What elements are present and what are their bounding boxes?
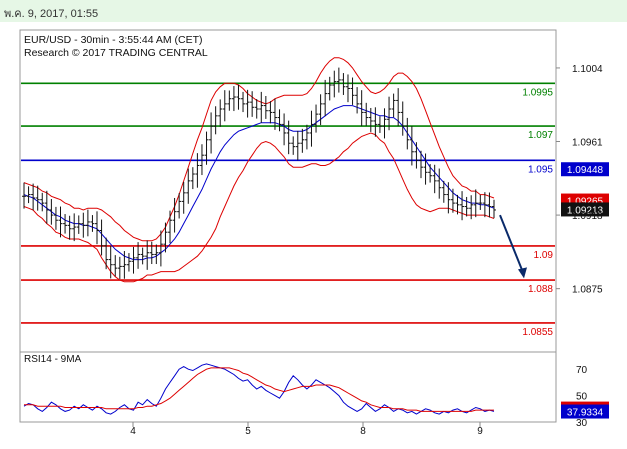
rsi-panel xyxy=(19,351,557,423)
rsi-tick-label: 50 xyxy=(576,392,588,403)
chart-subtitle: Research © 2017 TRADING CENTRAL xyxy=(24,47,208,59)
level-label: 1.097 xyxy=(528,130,553,141)
date-bar: พ.ค. 9, 2017, 01:55 xyxy=(0,0,627,22)
rsi-tick-label: 70 xyxy=(576,365,588,376)
upper-band xyxy=(23,57,495,242)
lower-band xyxy=(23,132,495,283)
moving-average xyxy=(23,105,495,261)
y-tick-label: 1.0961 xyxy=(572,138,603,149)
x-tick-label: 5 xyxy=(245,426,251,437)
level-label: 1.095 xyxy=(528,164,553,175)
price-tag xyxy=(561,202,609,217)
price-tag-label: 1.09213 xyxy=(567,205,604,216)
level-label: 1.09 xyxy=(534,250,554,261)
price-chart: 1.0995 1.097 1.095 1.09 1.088 1.0855 1.09448 1… xyxy=(19,29,609,437)
rsi-line xyxy=(23,363,495,415)
level-label: 1.0995 xyxy=(522,87,553,98)
rsi-tag xyxy=(561,404,609,419)
price-tag-label: 1.09265 xyxy=(567,197,604,208)
rsi-tag-label: 37.9334 xyxy=(567,408,604,419)
level-label: 1.088 xyxy=(528,284,553,295)
target-arrow-line xyxy=(499,214,524,273)
y-tick-label: 1.0918 xyxy=(572,211,603,222)
y-tick-label: 1.1004 xyxy=(572,64,603,75)
x-tick-label: 4 xyxy=(130,426,136,437)
level-label: 1.0855 xyxy=(522,327,553,338)
date-label: พ.ค. 9, 2017, 01:55 xyxy=(4,8,99,20)
x-tick-label: 8 xyxy=(360,426,366,437)
chart-title: EUR/USD - 30min - 3:55:44 AM (CET) xyxy=(24,34,203,46)
rsi-tick-label: 30 xyxy=(576,418,588,429)
x-tick-label: 9 xyxy=(477,426,483,437)
target-arrow-head xyxy=(518,267,527,279)
y-tick-label: 1.0875 xyxy=(572,285,603,296)
rsi-ma-line xyxy=(24,367,494,412)
price-tag-label: 1.09448 xyxy=(567,165,604,176)
rsi-title: RSI14 - 9MA xyxy=(24,354,82,365)
price-tag xyxy=(561,162,609,177)
